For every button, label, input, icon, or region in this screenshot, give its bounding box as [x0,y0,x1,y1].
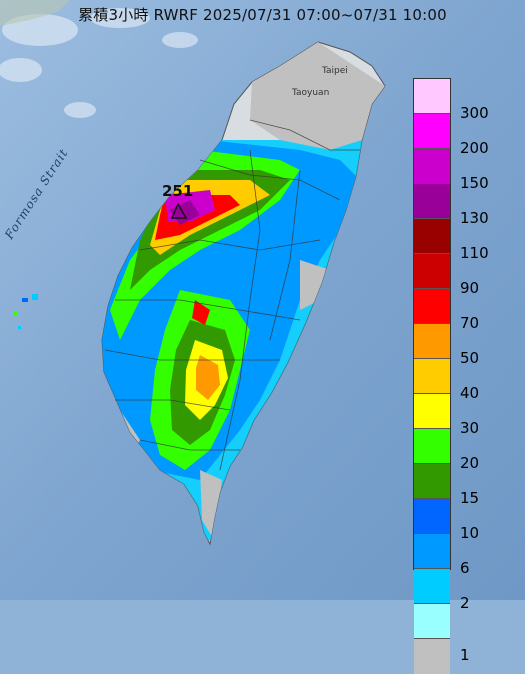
sea-echoes [14,294,38,329]
legend-color-bar [413,78,451,674]
legend-swatch [414,359,450,394]
legend-swatch [414,429,450,464]
legend-label: 150 [460,174,489,192]
legend-label: 300 [460,104,489,122]
cloud-texture [0,8,198,118]
city-label-taoyuan: Taoyuan [292,88,330,98]
legend-swatch [414,79,450,114]
legend-swatch [414,569,450,604]
legend-swatch [414,499,450,534]
legend-swatch [414,289,450,324]
legend-label: 15 [460,489,480,507]
legend-swatch [414,394,450,429]
map-title: 累積3小時 RWRF 2025/07/31 07:00~07/31 10:00 [78,6,447,24]
legend-label: 6 [460,559,470,577]
legend-swatch [414,219,450,254]
legend-swatch [414,184,450,219]
legend-label: 20 [460,454,480,472]
legend-label: 30 [460,419,480,437]
legend-label: 70 [460,314,480,332]
city-label-taipei: Taipei [322,66,348,76]
legend-swatch [414,149,450,184]
legend-label: 110 [460,244,489,262]
legend-swatch [414,464,450,499]
legend-label: 200 [460,139,489,157]
legend-swatch [414,254,450,289]
legend-label: 50 [460,349,480,367]
legend-swatch [414,534,450,569]
legend-swatch [414,324,450,359]
boundaries [104,119,360,471]
legend-swatch [414,114,450,149]
legend-label: 90 [460,279,480,297]
legend-label: 130 [460,209,489,227]
legend-label: 1 [460,646,470,664]
legend-swatch [414,604,450,639]
legend-label: 10 [460,524,480,542]
max-rainfall-marker: 251 [162,182,194,200]
legend-swatch [414,639,450,674]
legend-label: 2 [460,594,470,612]
legend-label: 40 [460,384,480,402]
